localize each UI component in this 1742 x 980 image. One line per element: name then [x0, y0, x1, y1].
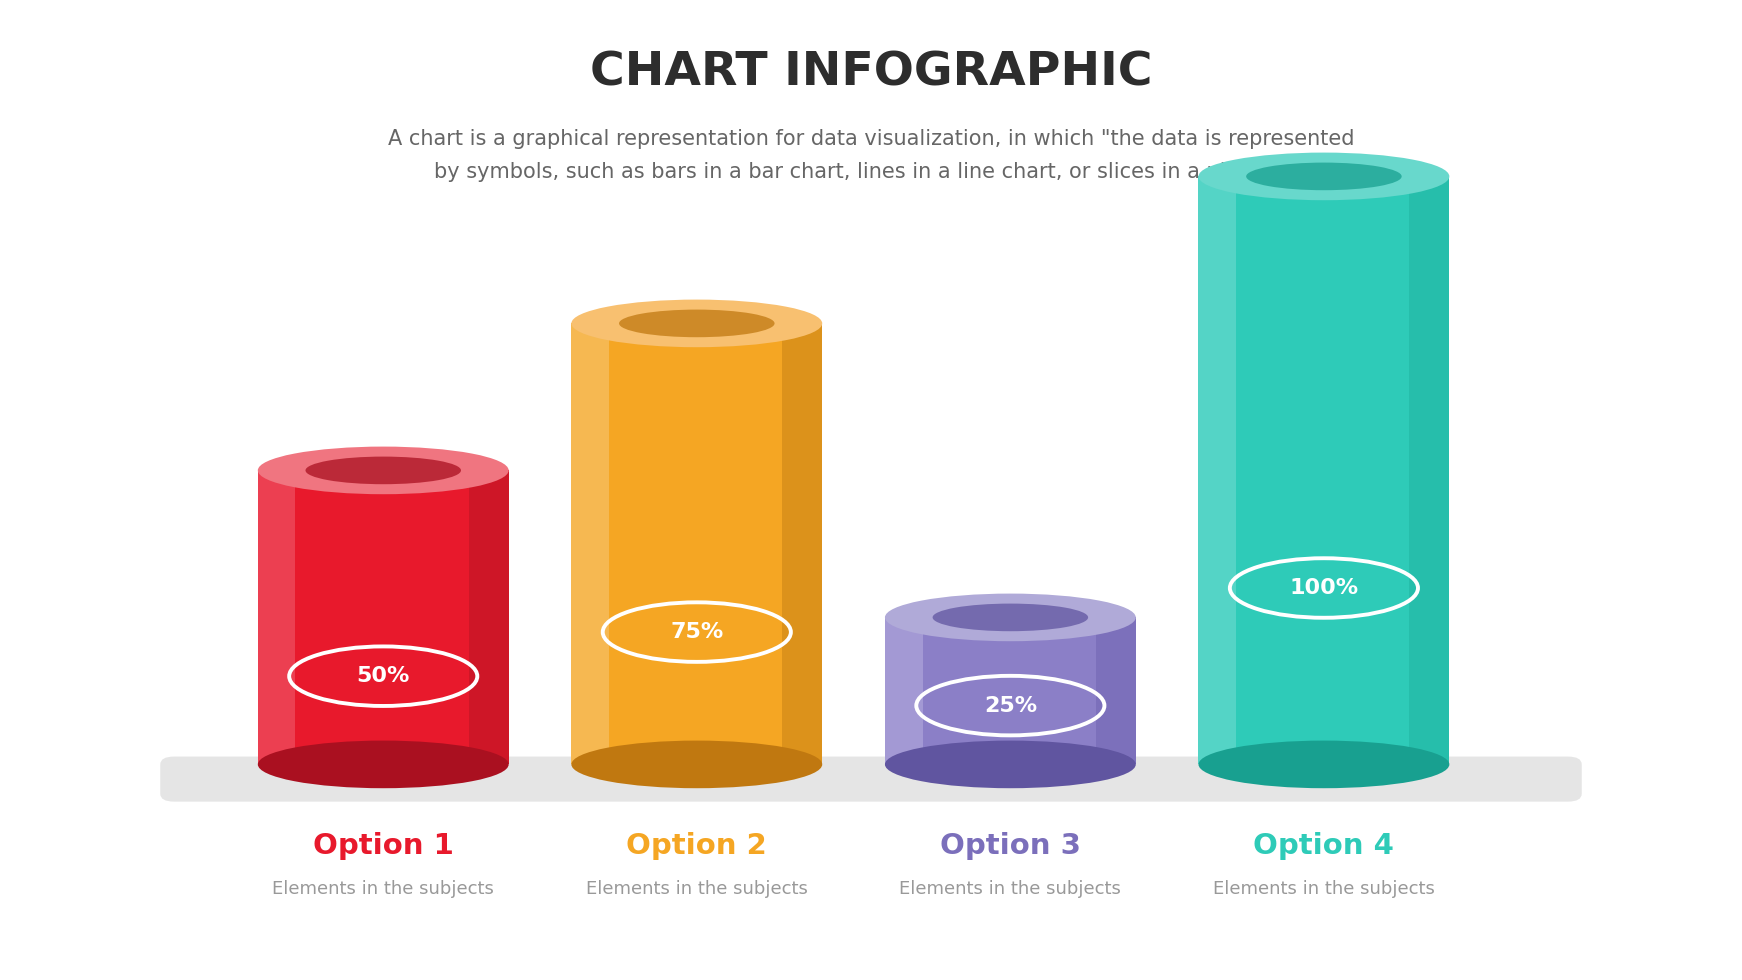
Text: Elements in the subjects: Elements in the subjects — [272, 880, 495, 898]
Ellipse shape — [571, 300, 822, 347]
Text: by symbols, such as bars in a bar chart, lines in a line chart, or slices in a p: by symbols, such as bars in a bar chart,… — [434, 162, 1308, 181]
Ellipse shape — [1246, 163, 1402, 190]
Text: Elements in the subjects: Elements in the subjects — [585, 880, 808, 898]
Bar — [1198, 176, 1237, 764]
Ellipse shape — [571, 741, 822, 788]
Bar — [469, 470, 509, 764]
Bar — [885, 617, 1136, 764]
Bar — [1198, 176, 1449, 764]
Ellipse shape — [305, 457, 462, 484]
Bar — [571, 323, 822, 764]
Text: 50%: 50% — [357, 666, 409, 686]
Bar — [782, 323, 822, 764]
Text: Elements in the subjects: Elements in the subjects — [1212, 880, 1435, 898]
Bar — [258, 470, 509, 764]
Text: 75%: 75% — [671, 622, 723, 642]
Ellipse shape — [1198, 153, 1449, 200]
Bar — [1409, 176, 1449, 764]
Bar — [885, 617, 923, 764]
Text: A chart is a graphical representation for data visualization, in which "the data: A chart is a graphical representation fo… — [388, 129, 1354, 149]
Text: 100%: 100% — [1289, 578, 1359, 598]
Text: 25%: 25% — [984, 696, 1036, 715]
Text: CHART INFOGRAPHIC: CHART INFOGRAPHIC — [591, 51, 1151, 96]
Text: Elements in the subjects: Elements in the subjects — [899, 880, 1122, 898]
Text: Option 3: Option 3 — [941, 832, 1080, 859]
Bar — [571, 323, 610, 764]
Bar — [258, 470, 296, 764]
Ellipse shape — [885, 594, 1136, 641]
Bar — [1096, 617, 1136, 764]
Ellipse shape — [885, 741, 1136, 788]
Ellipse shape — [258, 447, 509, 494]
Ellipse shape — [932, 604, 1089, 631]
FancyBboxPatch shape — [160, 757, 1582, 802]
Ellipse shape — [618, 310, 775, 337]
Ellipse shape — [1198, 741, 1449, 788]
Ellipse shape — [258, 741, 509, 788]
Text: Option 4: Option 4 — [1254, 832, 1394, 859]
Text: Option 1: Option 1 — [314, 832, 453, 859]
Text: Option 2: Option 2 — [627, 832, 766, 859]
